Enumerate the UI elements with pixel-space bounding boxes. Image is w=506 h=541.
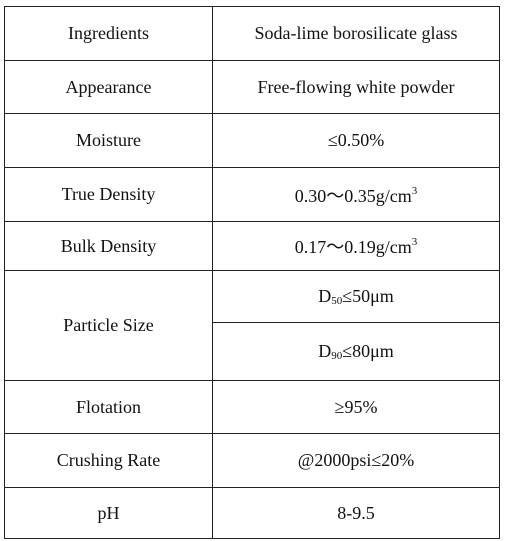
label-cell: Flotation [4, 380, 213, 434]
value-cell: Soda-lime borosilicate glass [212, 6, 500, 61]
label-cell: Bulk Density [4, 221, 213, 271]
label-cell: Appearance [4, 60, 213, 114]
table-row: pH 8-9.5 [4, 487, 500, 539]
table-row: Bulk Density 0.17～0.19g/cm3 [4, 221, 500, 271]
cell-text: 0.30～0.35g/cm [294, 185, 412, 206]
value-cell: @2000psi≤20% [212, 433, 500, 488]
value-cell: Free-flowing white powder [212, 60, 500, 114]
cell-text: ≤50μm [342, 286, 394, 306]
value-cell: D50≤50μm [212, 270, 500, 323]
value-cell: 0.17～0.19g/cm3 [212, 221, 500, 271]
cell-text: 8-9.5 [337, 502, 375, 523]
superscript: 3 [411, 236, 418, 248]
label-cell: True Density [4, 167, 213, 222]
cell-text: 0.17～0.19g/cm [294, 237, 412, 257]
superscript: 3 [411, 184, 418, 197]
cell-text: @2000psi≤20% [297, 450, 415, 470]
cell-text: ≤0.50% [327, 130, 385, 150]
table-row: Particle Size D50≤50μm [4, 270, 500, 381]
cell-text: D [318, 286, 332, 306]
value-cell: 0.30～0.35g/cm3 [212, 167, 500, 222]
cell-text: ≤80μm [342, 341, 394, 361]
cell-text: Soda-lime borosilicate glass [254, 23, 458, 43]
value-cell: ≥95% [212, 380, 500, 434]
label-cell: pH [4, 487, 213, 539]
cell-text: Free-flowing white powder [257, 76, 455, 97]
spec-table: Ingredients Soda-lime borosilicate glass A… [4, 6, 500, 539]
label-cell: Moisture [4, 113, 213, 168]
value-cell: 8-9.5 [212, 487, 500, 539]
value-cell: ≤0.50% [212, 113, 500, 168]
table-row: Flotation ≥95% [4, 380, 500, 434]
table-row: Appearance Free-flowing white powder [4, 60, 500, 114]
value-cell: D90≤80μm [212, 322, 500, 381]
label-cell: Crushing Rate [4, 433, 213, 488]
cell-text: ≥95% [334, 396, 378, 417]
table-row: D90≤80μm [5, 322, 500, 381]
label-cell: Ingredients [4, 6, 213, 61]
label-cell: Particle Size [4, 270, 213, 381]
cell-text: D [318, 341, 332, 361]
subscript: 50 [331, 295, 343, 307]
table-row: Crushing Rate @2000psi≤20% [4, 433, 500, 488]
table-row: Ingredients Soda-lime borosilicate glass [4, 6, 500, 61]
table-row: Moisture ≤0.50% [4, 113, 500, 168]
table-row: True Density 0.30～0.35g/cm3 [4, 167, 500, 222]
subscript: 90 [331, 350, 343, 362]
